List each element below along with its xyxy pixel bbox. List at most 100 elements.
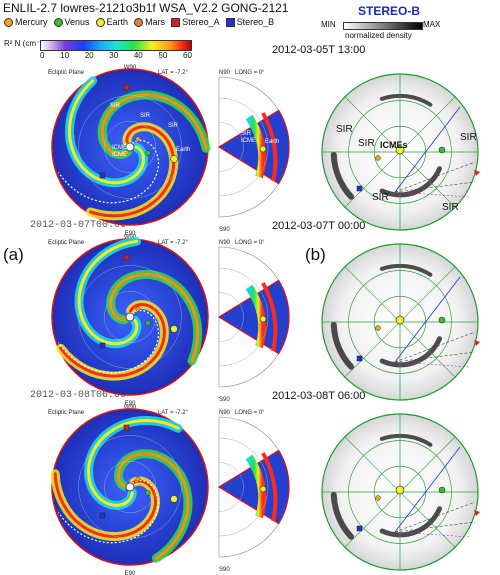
ecliptic-plane-label: Ecliptic Plane xyxy=(48,240,85,246)
sky-annotation-1: SIR xyxy=(336,124,353,135)
grid-ring xyxy=(78,265,182,369)
legend-mercury: Mercury xyxy=(4,17,48,27)
sky-sun-marker xyxy=(395,315,405,325)
legend-label: Stereo_A xyxy=(182,17,220,27)
density-stream-core xyxy=(77,239,139,346)
mars-marker-icon xyxy=(134,17,144,27)
sun-marker xyxy=(125,482,135,492)
density-streak xyxy=(330,491,355,540)
sky-venus-marker xyxy=(438,486,446,494)
grid-ring xyxy=(78,95,182,199)
n90-label: N90 xyxy=(219,70,231,76)
panel-label-a: (a) xyxy=(3,245,24,264)
grid-ring xyxy=(104,461,156,513)
density-streak xyxy=(330,321,355,370)
field-line xyxy=(57,479,160,544)
stereo-b-marker xyxy=(99,172,106,179)
venus-marker xyxy=(145,490,151,496)
e90-label: E90 xyxy=(125,231,136,237)
row-1: Ecliptic Plane W90 LAT = -7.2° E90 SIR SIR SIR… xyxy=(48,65,480,237)
sky-mercury-marker xyxy=(375,325,381,331)
sky-venus-marker xyxy=(438,316,446,324)
density-colorbar xyxy=(40,40,192,51)
stereo-b-marker-icon xyxy=(225,17,235,27)
meridional-annotation-1: SIR xyxy=(241,131,252,137)
s90-label: S90 xyxy=(219,397,230,403)
legend-label: Stereo_B xyxy=(236,17,275,27)
legend-stereo-a: Stereo_A xyxy=(171,17,220,27)
meridional-earth-marker xyxy=(259,485,267,493)
colorbar-tick: 10 xyxy=(60,51,70,60)
row-3: Ecliptic Plane W90 LAT = -7.2° E90 N90 LONG =… xyxy=(48,405,480,575)
n90-label: N90 xyxy=(219,410,231,416)
stereo-subtitle: normalized density xyxy=(345,31,412,40)
figure-title: ENLIL-2.7 lowres-2121o3b1f WSA_V2.2 GONG… xyxy=(3,1,289,15)
mercury-marker xyxy=(135,136,141,142)
long-label: LONG = 0° xyxy=(235,410,265,416)
sky-annotation-2: SIR xyxy=(358,138,375,149)
panel-label-b: (b) xyxy=(305,245,326,264)
density-stream-core xyxy=(116,452,190,560)
meridional-grid-ring xyxy=(218,437,269,537)
legend-label: Mars xyxy=(145,17,166,27)
density-streak xyxy=(379,506,443,538)
lat-label: LAT = -7.2° xyxy=(158,410,189,416)
density-stream-core xyxy=(86,418,180,507)
ecliptic-annotation-2: SIR xyxy=(140,113,151,119)
sky-mercury-marker xyxy=(375,155,381,161)
mercury-marker xyxy=(135,476,141,482)
stereo-density-bar xyxy=(343,22,423,30)
legend-earth: Earth xyxy=(95,17,129,27)
density-streak xyxy=(379,336,443,368)
grid-ring xyxy=(104,291,156,343)
sky-stereo-b-marker xyxy=(356,185,363,192)
meridional-stream-core xyxy=(261,452,278,522)
meridional-annotation-2: ICME xyxy=(241,138,256,144)
ecliptic-plane-label: Ecliptic Plane xyxy=(48,70,85,76)
colorbar-tick: 40 xyxy=(133,51,143,60)
sky-annotation-4: ICMEs xyxy=(380,140,408,150)
s90-label: S90 xyxy=(219,227,230,233)
stereo-b-line xyxy=(394,446,461,533)
stereo-time-3: 2012-03-08T 06:00 xyxy=(272,390,366,402)
legend-label: Earth xyxy=(106,17,129,27)
sky-mercury-marker xyxy=(375,495,381,501)
long-label: LONG = 0° xyxy=(235,240,265,246)
ecliptic-annotation-1: SIR xyxy=(110,103,121,109)
sky-stereo-b-marker xyxy=(356,525,363,532)
sky-annotation-5: SIR xyxy=(372,192,389,203)
colorbar-ticks: 0 10 20 30 40 50 60 xyxy=(40,51,192,60)
colorbar-label: R² N (cm⁻³) xyxy=(4,39,46,48)
field-line xyxy=(57,139,160,204)
projection-line xyxy=(394,181,476,193)
density-stream-core xyxy=(100,93,208,157)
meridional-earth-marker xyxy=(259,315,267,323)
colorbar-tick: 50 xyxy=(158,51,168,60)
density-stream-core xyxy=(67,79,146,185)
stereo-b-marker xyxy=(99,342,106,349)
legend-stereo-b: Stereo_B xyxy=(225,17,275,27)
w90-label: W90 xyxy=(124,405,137,411)
direction-arrow xyxy=(474,170,480,176)
sky-stereo-b-marker xyxy=(356,355,363,362)
projection-line xyxy=(394,191,471,198)
e90-label: E90 xyxy=(125,571,136,575)
projection-line xyxy=(394,351,476,363)
stereo-time-2: 2012-03-07T 00:00 xyxy=(272,220,366,232)
sky-annotation-6: SIR xyxy=(442,202,459,213)
stereo-a-marker xyxy=(123,424,130,431)
n90-label: N90 xyxy=(219,240,231,246)
meridional-grid-ring xyxy=(218,267,269,367)
meridional-earth-marker xyxy=(259,145,267,153)
lat-label: LAT = -7.2° xyxy=(158,70,189,76)
ecliptic-annotation-4: ICME xyxy=(112,145,127,151)
sky-annotation-3: SIR xyxy=(460,132,477,143)
legend-mars: Mars xyxy=(134,17,165,27)
sky-sun-marker xyxy=(395,485,405,495)
stereo-max-label: MAX xyxy=(423,20,441,29)
w90-label: W90 xyxy=(124,65,137,71)
colorbar-tick: 60 xyxy=(183,51,192,60)
colorbar-tick: 20 xyxy=(84,51,94,60)
